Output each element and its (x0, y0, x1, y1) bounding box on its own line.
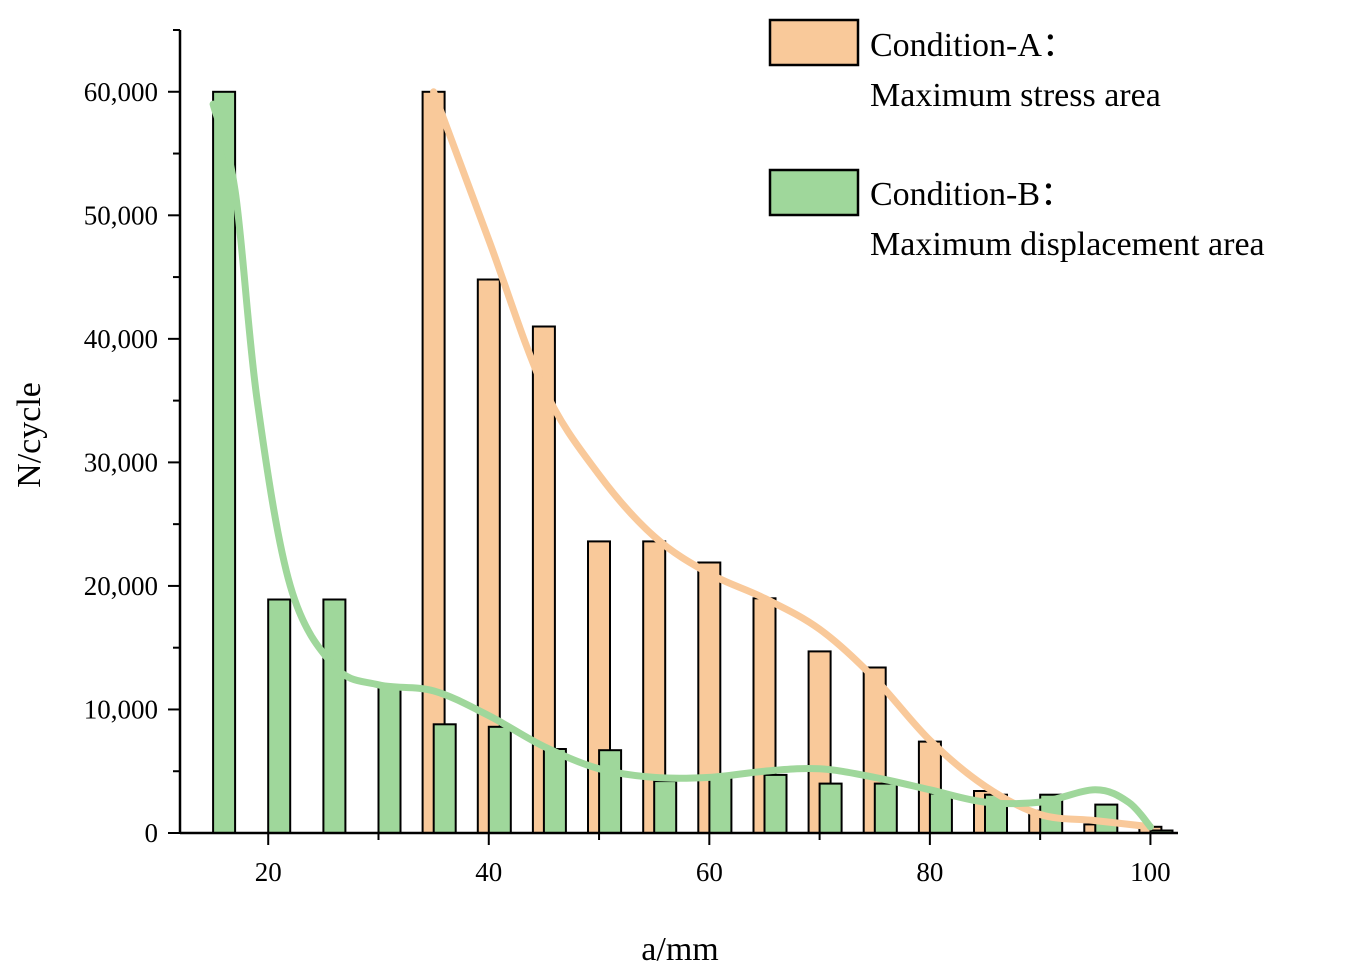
legend-sublabel-condition-b: Maximum displacement area (870, 226, 1265, 263)
bar-condition-b-51 (598, 749, 623, 835)
y-tick-label: 50,000 (84, 200, 158, 230)
y-axis-title: N/cycle (11, 382, 48, 488)
bar-condition-b-71 (818, 782, 843, 834)
x-axis-title: a/mm (641, 931, 718, 968)
bar-condition-b-16 (212, 90, 237, 835)
bar-condition-b-26 (322, 598, 347, 834)
legend-label-condition-b: Condition-B： (870, 176, 1074, 213)
bar-condition-b-21 (267, 598, 292, 834)
legend: Condition-A： Maximum stress area Conditi… (768, 18, 1265, 263)
trend-lines (209, 88, 1154, 831)
tick-labels: 0 10,000 20,000 30,000 40,000 50,000 60,000 20 4… (84, 77, 1171, 887)
x-tick-label: 40 (475, 857, 502, 887)
bar-condition-b-36 (432, 723, 457, 834)
bar-condition-b-76 (873, 782, 898, 834)
bar-condition-b-46 (542, 748, 567, 834)
bar-condition-b-66 (763, 773, 788, 835)
y-tick-label: 20,000 (84, 571, 158, 601)
legend-sublabel-condition-a: Maximum stress area (870, 77, 1161, 114)
y-tick-label: 10,000 (84, 694, 158, 724)
bar-condition-b-31 (377, 686, 402, 835)
bar-condition-b-81 (928, 792, 953, 834)
trend-line-condition-b (209, 100, 1154, 831)
series-condition-a-bars (421, 90, 1163, 835)
y-tick-label: 40,000 (84, 324, 158, 354)
y-tick-label: 30,000 (84, 447, 158, 477)
x-tick-label: 20 (255, 857, 282, 887)
x-tick-label: 60 (696, 857, 723, 887)
bar-condition-b-41 (487, 725, 512, 834)
legend-swatch-condition-a (768, 18, 860, 67)
bar-condition-a-35 (421, 90, 446, 835)
legend-label-condition-a: Condition-A： (870, 27, 1076, 64)
x-tick-label: 80 (916, 857, 943, 887)
bar-condition-b-56 (653, 780, 678, 834)
bar-condition-b-61 (708, 775, 733, 835)
x-tick-label: 100 (1130, 857, 1171, 887)
y-tick-label: 0 (145, 818, 159, 848)
axes (168, 29, 1178, 845)
legend-swatch-condition-b (768, 168, 860, 217)
y-tick-label: 60,000 (84, 77, 158, 107)
